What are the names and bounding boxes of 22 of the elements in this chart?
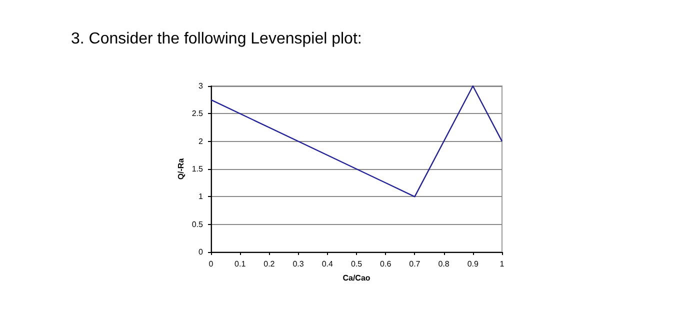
y-tick-label: 0 bbox=[198, 248, 204, 256]
x-tick-label: 0.3 bbox=[292, 260, 304, 268]
x-tick-label: 0.8 bbox=[438, 260, 450, 268]
y-axis-title: Q/-Ra bbox=[176, 158, 186, 180]
x-tick-label: 0.7 bbox=[409, 260, 421, 268]
x-tick-label: 0.2 bbox=[264, 260, 276, 268]
x-axis-title: Ca/Cao bbox=[342, 274, 370, 282]
x-tick-label: 0.9 bbox=[467, 260, 480, 268]
x-tick-label: 0 bbox=[208, 260, 214, 268]
y-tick-label: 3 bbox=[198, 82, 204, 90]
y-tick-label: 2.5 bbox=[192, 109, 204, 118]
y-tick-label: 1.5 bbox=[192, 164, 204, 174]
x-tick-label: 0.4 bbox=[322, 260, 334, 268]
x-tick-label: 0.1 bbox=[234, 260, 246, 268]
y-tick-label: 2 bbox=[198, 136, 204, 146]
y-tick-label: 1 bbox=[198, 192, 204, 202]
line-series bbox=[210, 85, 503, 198]
chart-title: 3. Consider the following Levenspiel plot: bbox=[71, 30, 362, 48]
x-tick-label: 1 bbox=[500, 260, 505, 268]
x-tick-label: 0.6 bbox=[380, 260, 392, 268]
x-tick-label: 0.5 bbox=[350, 260, 363, 268]
y-tick-label: 0.5 bbox=[192, 220, 204, 229]
